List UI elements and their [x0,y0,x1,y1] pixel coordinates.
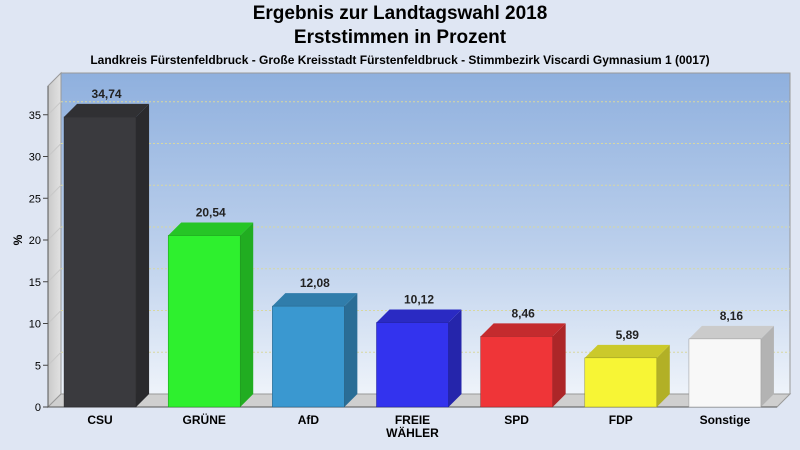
bar-top [688,325,774,339]
bar-side [656,344,670,407]
gridline-wall [47,268,62,283]
gridline-wall [47,226,62,241]
bar-top [480,323,566,337]
bar-top [168,222,254,236]
bar-side [448,309,462,407]
bar-top [272,293,358,307]
x-tick-label: SPD [504,413,529,427]
gridline-wall [47,184,62,199]
y-axis-label: % [11,234,25,245]
bar [272,305,345,408]
bar-value-label: 34,74 [92,87,122,101]
y-tick-label: 15 [29,277,41,289]
bar-value-label: 20,54 [196,205,226,219]
gridline-wall [47,310,62,324]
bar [167,235,241,408]
bar-side [344,293,358,407]
gridline-wall [47,351,62,366]
x-tick-label: Sonstige [700,413,751,427]
bar-side [552,323,566,407]
chart-title: Ergebnis zur Landtagswahl 2018 [252,3,548,24]
x-tick-label: CSU [87,413,112,427]
gridline-wall [47,143,62,157]
bar [480,336,553,408]
y-tick-label: 0 [35,402,41,414]
bar-value-label: 5,89 [616,328,640,342]
bar-side [240,222,254,407]
bar-side [136,103,150,408]
plot-left-wall [47,71,62,409]
gridline-wall [47,101,62,116]
y-tick-label: 35 [29,110,41,122]
y-tick-label: 10 [29,319,41,331]
chart-caption: Landkreis Fürstenfeldbruck - Große Kreis… [90,53,710,67]
bar-value-label: 12,08 [300,276,330,290]
y-tick-label: 20 [29,235,41,247]
bar-top [584,344,670,358]
x-tick-label: AfD [298,413,320,427]
chart-subtitle: Erststimmen in Prozent [293,27,507,48]
bar [584,357,658,408]
bar [688,338,762,408]
y-tick-label: 30 [29,152,41,164]
bar [63,116,137,408]
bar-value-label: 8,16 [720,309,744,323]
x-tick-label: FDP [609,413,633,427]
bar-top [376,309,462,323]
y-tick-label: 5 [35,360,41,372]
x-tick-label: GRÜNE [183,412,226,427]
x-tick-label: WÄHLER [386,425,439,440]
y-tick-label: 25 [29,193,41,205]
x-tick-label: FREIE [395,413,430,427]
bar-value-label: 8,46 [511,306,535,320]
bar-value-label: 10,12 [404,292,434,306]
bar-side [760,325,774,407]
bar [376,322,449,408]
bar-top [64,103,150,117]
